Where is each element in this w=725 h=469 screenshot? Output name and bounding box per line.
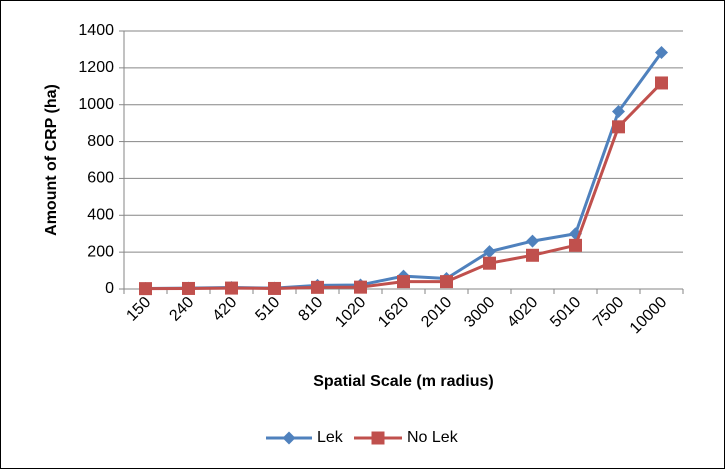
legend: Lek No Lek	[266, 429, 459, 446]
legend-item: No Lek	[354, 429, 459, 446]
y-axis-title: Amount of CRP (ha)	[43, 84, 60, 236]
x-tick-label: 5010	[547, 294, 584, 331]
legend-label: Lek	[317, 429, 344, 446]
data-point	[268, 281, 281, 295]
x-tick-label: 510	[252, 294, 283, 325]
series-no-lek	[139, 76, 668, 296]
x-axis-title: Spatial Scale (m radius)	[313, 373, 494, 390]
data-point	[182, 281, 195, 295]
y-tick-label: 0	[105, 280, 114, 297]
data-point	[526, 248, 539, 262]
data-point	[612, 105, 625, 119]
data-point	[139, 282, 152, 296]
x-tick-label: 7500	[590, 294, 627, 331]
x-tick-labels: 150 240 420 510 810 1020 1620 2010 3000 4020 5010 7…	[123, 294, 670, 338]
data-point	[612, 120, 625, 134]
data-point	[483, 245, 496, 259]
y-tick-label: 600	[87, 170, 114, 187]
y-tick-labels: 0 200 400 600 800 1000 1200 1400	[78, 22, 114, 297]
series-lek	[139, 46, 668, 295]
y-tick-label: 1200	[78, 59, 114, 76]
legend-item: Lek	[266, 429, 344, 446]
x-tick-label: 1620	[375, 294, 412, 331]
data-point	[225, 281, 238, 295]
data-point	[526, 234, 539, 248]
y-tick-label: 400	[87, 207, 114, 224]
data-point	[354, 280, 367, 294]
series-line	[145, 81, 663, 291]
gridlines	[119, 30, 683, 290]
data-point	[569, 238, 582, 252]
x-tick-label: 150	[123, 294, 154, 325]
x-tick-label: 1020	[332, 294, 369, 331]
x-tick-label: 240	[166, 294, 197, 325]
y-tick-label: 1400	[78, 22, 114, 39]
data-point	[655, 46, 668, 60]
data-point	[311, 280, 324, 294]
data-point	[483, 256, 496, 270]
data-point	[397, 275, 410, 289]
x-tick-label: 3000	[461, 294, 498, 331]
x-tick-label: 420	[209, 294, 240, 325]
x-tick-label: 4020	[504, 294, 541, 331]
series-line	[145, 51, 663, 290]
y-tick-label: 1000	[78, 96, 114, 113]
legend-label: No Lek	[407, 429, 459, 446]
x-tick-label: 810	[295, 294, 326, 325]
legend-marker	[282, 431, 296, 445]
y-tick-label: 200	[87, 243, 114, 260]
x-tick-label: 2010	[418, 294, 455, 331]
legend-marker	[371, 431, 385, 445]
data-point	[440, 275, 453, 289]
data-point	[655, 76, 668, 90]
x-tick-label: 10000	[627, 294, 671, 338]
series-layer	[139, 46, 668, 296]
y-tick-label: 800	[87, 133, 114, 150]
